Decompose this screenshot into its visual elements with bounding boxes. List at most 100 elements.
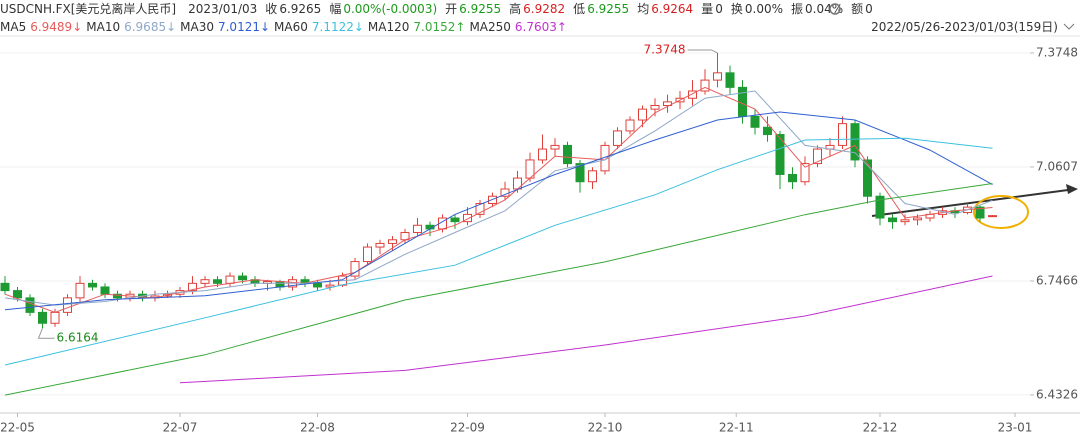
candle-body [38, 311, 47, 324]
y-tick-label: 7.3748 [1036, 45, 1078, 59]
candle-body [775, 134, 785, 175]
candle-body [700, 79, 710, 92]
x-tick-label: 22-07 [163, 421, 198, 435]
candle-body [800, 163, 810, 183]
field-label: 开 [445, 2, 458, 16]
date: 2023/01/03 [188, 2, 258, 16]
candle-body [413, 224, 422, 234]
y-tick-label: 7.0607 [1036, 159, 1078, 173]
candle-body [513, 177, 522, 190]
ma-line [4, 137, 993, 366]
candle-body [113, 293, 122, 299]
x-tick-label: 22-08 [300, 421, 335, 435]
candle-body [863, 159, 872, 197]
candle-body [638, 108, 647, 121]
x-tick-label: 23-01 [998, 421, 1033, 435]
field-value: 0 [865, 2, 873, 16]
candle-body [888, 217, 897, 223]
field-value: 0 [715, 2, 723, 16]
x-tick-label: 22-09 [450, 421, 485, 435]
candle-body [913, 217, 922, 221]
candle-body [325, 284, 335, 288]
symbol: USDCNH.FX[美元兑离岸人民币] [0, 2, 177, 16]
candle-body [100, 286, 110, 295]
candle-body [200, 279, 210, 284]
legend-value: 6.9685↓ [124, 20, 177, 34]
candle-body [613, 130, 622, 146]
dropdown-icon[interactable] [1063, 23, 1075, 30]
settings-icon[interactable] [829, 3, 841, 15]
candle-body [588, 170, 597, 183]
candle-body [850, 123, 860, 161]
annotation: 6.6164 [57, 331, 99, 345]
candle-body [988, 215, 997, 218]
legend-value: 7.0121↓ [217, 20, 271, 34]
field-label: 振 [791, 2, 804, 16]
ma-line [4, 90, 993, 306]
field-value: 0.04% [805, 2, 844, 16]
trend-line [871, 189, 1069, 217]
legend-name: MA120 [367, 20, 410, 34]
candle-body [188, 282, 197, 292]
highlight-circle [973, 195, 1029, 229]
field-value: 6.9255 [587, 2, 630, 16]
y-tick-label: 6.4326 [1036, 387, 1078, 401]
candle-body [0, 282, 10, 292]
x-tick-label: 22-10 [588, 421, 623, 435]
field-label: 低 [573, 2, 586, 16]
field-label: 高 [509, 2, 522, 16]
candle-body [625, 119, 635, 132]
candle-body [213, 279, 222, 284]
field-value: 6.9282 [523, 2, 566, 16]
candle-body [88, 282, 97, 288]
candle-body [475, 202, 485, 215]
candle-body [900, 219, 910, 223]
y-tick-label: 6.7466 [1036, 273, 1078, 287]
ma-line [4, 183, 993, 396]
legend-name: MA60 [274, 20, 308, 34]
candle-body [650, 105, 660, 110]
field-value: 6.9264 [651, 2, 694, 16]
candle-body [838, 123, 847, 146]
legend-value: 7.0152↑ [413, 20, 466, 34]
candle-body [25, 297, 35, 313]
candle-body [813, 148, 822, 165]
legend-name: MA10 [86, 20, 121, 34]
annotation-leader [687, 49, 718, 54]
trend-arrow [1066, 184, 1078, 194]
field-label: 额 [851, 2, 864, 16]
ma-line [4, 111, 993, 311]
field-label: 换 [730, 2, 743, 16]
candle-body [975, 206, 985, 219]
field-value: 0.00%(-0.0003) [343, 2, 438, 16]
candle-body [225, 275, 235, 284]
candle-body [13, 290, 22, 299]
candle-body [463, 213, 472, 223]
legend-value: 6.9489↓ [30, 20, 83, 34]
candle-body [63, 297, 72, 313]
candle-body [50, 311, 60, 324]
field-label: 量 [701, 2, 714, 16]
candle-body [450, 217, 460, 223]
legend-value: 6.7603↑ [514, 20, 567, 34]
field-label: 收 [265, 2, 278, 16]
candle-body [388, 239, 397, 244]
candle-body [538, 148, 547, 161]
field-value: 6.9255 [459, 2, 502, 16]
annotation: 7.3748 [644, 42, 686, 56]
field-label: 均 [637, 2, 650, 16]
candle-body [363, 246, 372, 263]
legend-name: MA30 [180, 20, 214, 34]
candle-body [350, 261, 360, 277]
ma-line [179, 275, 993, 384]
field-value: 0.00% [744, 2, 783, 16]
candle-body [725, 72, 735, 88]
date-range[interactable]: 2022/05/26-2023/01/03(159日) [871, 20, 1058, 34]
legend-value: 7.1122↓ [311, 20, 364, 34]
candle-body [713, 72, 722, 81]
header: USDCNH.FX[美元兑离岸人民币] 2023/01/03 收 6.9265 幅 0… [0, 0, 881, 18]
candle-body [688, 90, 697, 99]
candle-body [550, 144, 560, 150]
